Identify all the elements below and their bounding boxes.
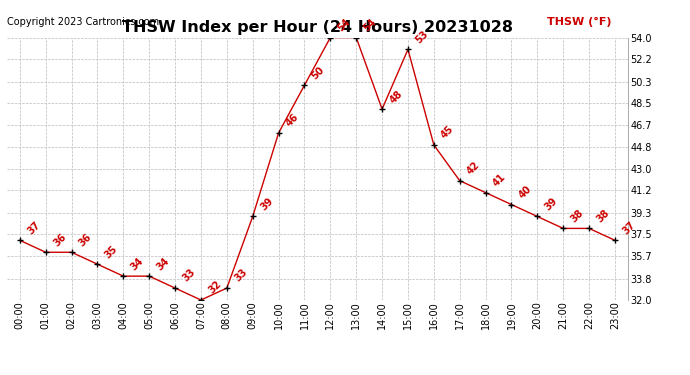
Text: 41: 41 [491,172,508,189]
Text: 39: 39 [543,196,560,212]
Text: 34: 34 [129,255,146,272]
Text: 39: 39 [258,196,275,212]
Text: 36: 36 [77,231,94,248]
Text: 37: 37 [26,219,42,236]
Text: 37: 37 [620,219,637,236]
Text: 46: 46 [284,112,301,129]
Text: 33: 33 [181,267,197,284]
Text: 40: 40 [517,184,533,200]
Text: 38: 38 [595,207,611,224]
Text: 50: 50 [310,64,326,81]
Text: 42: 42 [465,160,482,177]
Text: 38: 38 [569,207,586,224]
Text: Copyright 2023 Cartronics.com: Copyright 2023 Cartronics.com [7,17,159,27]
Text: 36: 36 [51,231,68,248]
Text: 34: 34 [155,255,171,272]
Text: 35: 35 [103,243,119,260]
Text: 53: 53 [413,28,430,45]
Text: THSW (°F): THSW (°F) [547,17,611,27]
Text: 32: 32 [206,279,223,296]
Text: 54: 54 [362,17,378,33]
Text: 33: 33 [233,267,249,284]
Text: 45: 45 [440,124,456,141]
Text: 48: 48 [388,88,404,105]
Text: 54: 54 [336,17,353,33]
Title: THSW Index per Hour (24 Hours) 20231028: THSW Index per Hour (24 Hours) 20231028 [122,20,513,35]
